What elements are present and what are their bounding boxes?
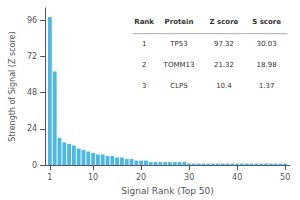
svg-text:3: 3 <box>142 82 146 90</box>
svg-text:S score: S score <box>252 18 281 26</box>
svg-text:96: 96 <box>27 16 37 25</box>
svg-text:48: 48 <box>27 88 37 97</box>
svg-text:24: 24 <box>27 124 37 133</box>
svg-text:Rank: Rank <box>134 18 154 26</box>
svg-text:Z score: Z score <box>210 18 239 26</box>
svg-text:18.98: 18.98 <box>257 61 277 69</box>
svg-text:20: 20 <box>136 173 146 182</box>
svg-text:1: 1 <box>47 173 52 182</box>
svg-text:10: 10 <box>88 173 98 182</box>
svg-text:0: 0 <box>32 161 37 170</box>
svg-text:40: 40 <box>232 173 242 182</box>
svg-text:10.4: 10.4 <box>216 82 232 90</box>
svg-text:1.37: 1.37 <box>259 82 275 90</box>
svg-text:97.32: 97.32 <box>214 40 234 48</box>
svg-text:Strength of Signal (Z score): Strength of Signal (Z score) <box>8 31 17 141</box>
svg-text:CLPS: CLPS <box>170 82 188 90</box>
svg-text:TP53: TP53 <box>169 40 187 48</box>
svg-text:50: 50 <box>280 173 290 182</box>
svg-text:21.32: 21.32 <box>214 61 234 69</box>
svg-text:TOMM13: TOMM13 <box>163 61 195 69</box>
svg-text:Signal Rank (Top 50): Signal Rank (Top 50) <box>121 186 213 196</box>
svg-text:1: 1 <box>142 40 146 48</box>
svg-text:72: 72 <box>27 52 37 61</box>
svg-text:30: 30 <box>184 173 194 182</box>
svg-text:2: 2 <box>142 61 146 69</box>
svg-text:30.03: 30.03 <box>257 40 277 48</box>
svg-text:Protein: Protein <box>165 18 194 26</box>
